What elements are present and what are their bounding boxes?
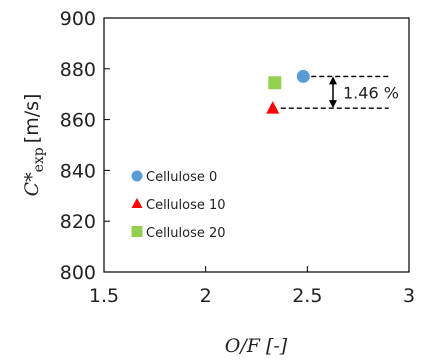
- y-tick-label: 820: [60, 211, 96, 233]
- y-axis-title-sub: exp: [31, 147, 47, 172]
- y-axis-ticks: [104, 17, 110, 273]
- legend-label: Cellulose 0: [146, 170, 217, 185]
- x-tick-labels: 1.5 2 2.5 3: [89, 285, 415, 307]
- y-tick-label: 860: [60, 110, 96, 132]
- legend-label: Cellulose 10: [146, 198, 226, 213]
- y-axis-title-main: C*: [21, 172, 43, 197]
- data-point-square: [268, 76, 282, 90]
- x-tick-label: 2: [200, 285, 212, 307]
- legend-marker-square: [131, 226, 143, 237]
- data-point-triangle: [266, 101, 280, 114]
- y-tick-label: 800: [60, 262, 96, 284]
- plot-area: [103, 17, 410, 273]
- y-tick-label: 880: [60, 59, 96, 81]
- y-tick-labels: 800 820 840 860 880 900: [60, 8, 96, 284]
- legend: Cellulose 0 Cellulose 10 Cellulose 20: [131, 170, 226, 241]
- x-tick-label: 1.5: [89, 285, 119, 307]
- y-tick-label: 900: [60, 8, 96, 30]
- annotation-label: 1.46 %: [343, 83, 399, 102]
- y-tick-label: 840: [60, 160, 96, 182]
- y-axis-title: C*exp [m/s]: [21, 94, 47, 197]
- legend-marker-circle: [131, 170, 143, 182]
- legend-marker-triangle: [131, 198, 143, 208]
- data-point-circle: [296, 69, 310, 83]
- x-axis-ticks: [103, 266, 410, 272]
- y-axis-title-unit: [m/s]: [21, 94, 43, 144]
- x-tick-label: 3: [403, 285, 415, 307]
- legend-label: Cellulose 20: [146, 226, 226, 241]
- x-tick-label: 2.5: [292, 285, 322, 307]
- x-axis-title: O/F [-]: [225, 335, 288, 357]
- difference-annotation: 1.46 %: [280, 75, 399, 109]
- data-points: [266, 69, 310, 114]
